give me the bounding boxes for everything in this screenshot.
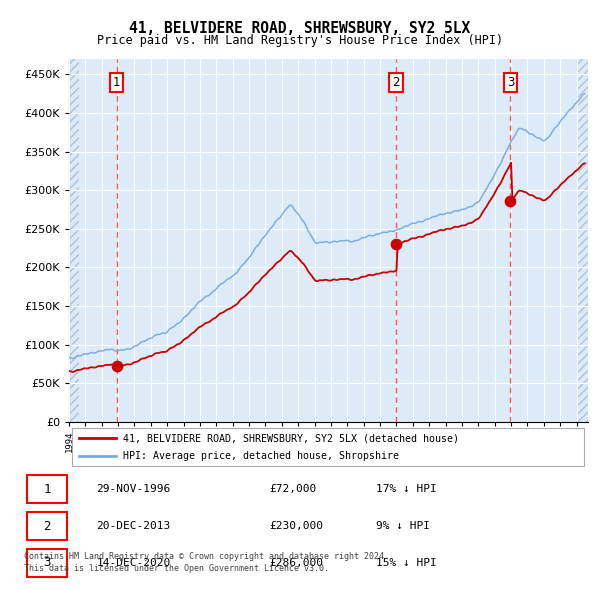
Text: 20-DEC-2013: 20-DEC-2013	[97, 521, 171, 531]
Text: 9% ↓ HPI: 9% ↓ HPI	[376, 521, 430, 531]
Point	[391, 240, 401, 249]
Bar	[69, 59, 79, 422]
Text: Contains HM Land Registry data © Crown copyright and database right 2024.: Contains HM Land Registry data © Crown c…	[24, 552, 389, 561]
Point	[112, 362, 121, 371]
Text: 29-NOV-1996: 29-NOV-1996	[97, 484, 171, 494]
Text: 41, BELVIDERE ROAD, SHREWSBURY, SY2 5LX: 41, BELVIDERE ROAD, SHREWSBURY, SY2 5LX	[130, 21, 470, 35]
FancyBboxPatch shape	[27, 512, 67, 540]
Text: 14-DEC-2020: 14-DEC-2020	[97, 558, 171, 568]
Text: 1: 1	[113, 76, 121, 89]
Text: £72,000: £72,000	[269, 484, 317, 494]
Text: 2: 2	[392, 76, 400, 89]
FancyBboxPatch shape	[27, 549, 67, 576]
Text: 41, BELVIDERE ROAD, SHREWSBURY, SY2 5LX (detached house): 41, BELVIDERE ROAD, SHREWSBURY, SY2 5LX …	[124, 434, 460, 444]
Text: 1: 1	[43, 483, 50, 496]
Text: This data is licensed under the Open Government Licence v3.0.: This data is licensed under the Open Gov…	[24, 564, 329, 573]
Text: Price paid vs. HM Land Registry's House Price Index (HPI): Price paid vs. HM Land Registry's House …	[97, 34, 503, 47]
Text: 3: 3	[507, 76, 514, 89]
Bar	[577, 59, 588, 422]
Text: 17% ↓ HPI: 17% ↓ HPI	[376, 484, 436, 494]
Text: 15% ↓ HPI: 15% ↓ HPI	[376, 558, 436, 568]
Text: £230,000: £230,000	[269, 521, 323, 531]
Text: HPI: Average price, detached house, Shropshire: HPI: Average price, detached house, Shro…	[124, 451, 400, 461]
Point	[506, 196, 515, 206]
Text: 2: 2	[43, 520, 50, 533]
Text: 3: 3	[43, 556, 50, 569]
FancyBboxPatch shape	[27, 476, 67, 503]
FancyBboxPatch shape	[71, 428, 584, 467]
Text: £286,000: £286,000	[269, 558, 323, 568]
